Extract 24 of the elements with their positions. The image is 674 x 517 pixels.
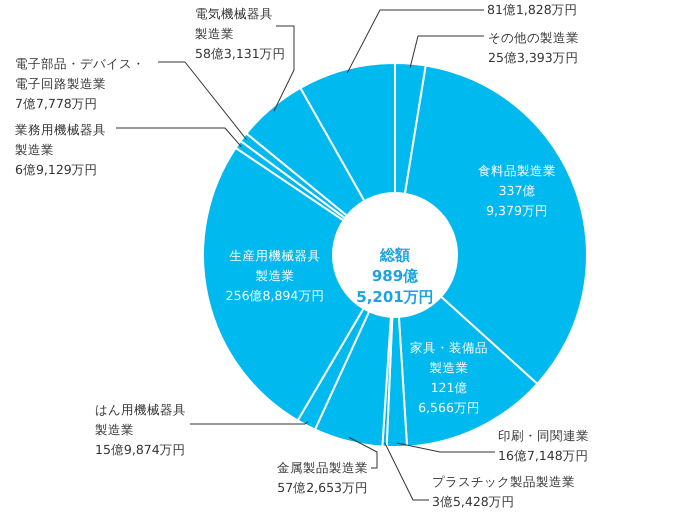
text: 121億 6,566万円 (418, 380, 480, 415)
slice-label: はん用機械器具製造業 (95, 402, 186, 437)
text: 16億7,148万円 (498, 448, 589, 463)
text: 25億3,393万円 (488, 50, 579, 65)
slice-label: 食料品製造業 (478, 163, 556, 178)
slice-label: その他の製造業 (488, 30, 579, 45)
slice-label: プラスチック製品製造業 (432, 474, 575, 489)
slice-label: 業務用機械器具製造業 (15, 122, 106, 157)
text: 256億8,894万円 (226, 288, 324, 303)
text: 7億7,778万円 (15, 96, 98, 111)
text: 総額 989億 5,201万円 (356, 246, 434, 306)
text: 81億1,828万円 (487, 2, 578, 17)
text: 57億2,653万円 (277, 480, 368, 495)
text: 58億3,131万円 (195, 46, 286, 61)
slice-label: 家具・装備品製造業 (410, 340, 488, 375)
slice-label: 印刷・同関連業 (498, 428, 589, 443)
slice-label: 金属製品製造業 (277, 460, 368, 475)
slice-label: 生産用機械器具製造業 (230, 248, 320, 283)
slice-label: 電子部品・デバイス・電子回路製造業 (15, 56, 145, 91)
text: 3億5,428万円 (432, 494, 515, 509)
slice-label: 電気機械器具製造業 (195, 6, 273, 41)
text: 15億9,874万円 (95, 442, 186, 457)
text: 337億 9,379万円 (486, 183, 548, 218)
text: 6億9,129万円 (15, 162, 98, 177)
